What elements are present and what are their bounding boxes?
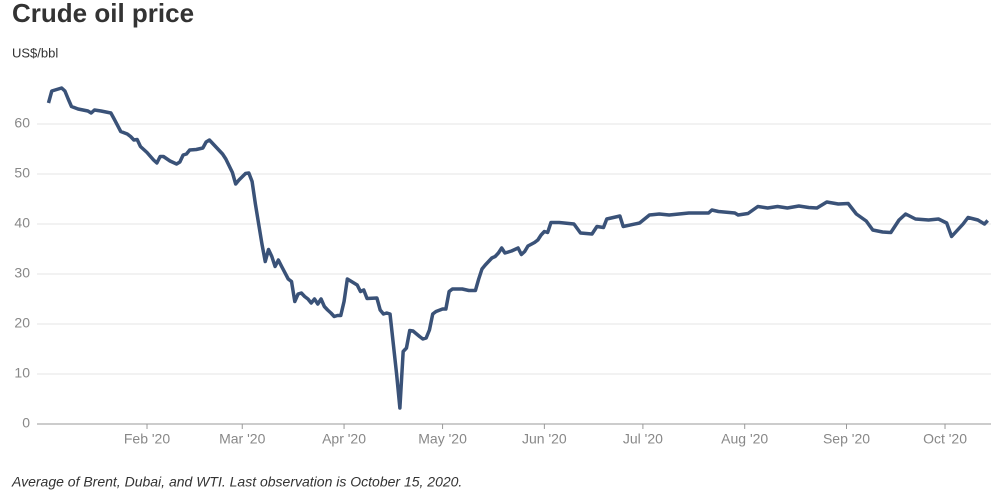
x-tick-label: Oct '20: [923, 431, 967, 447]
y-tick-label: 0: [22, 415, 30, 431]
y-axis-label: US$/bbl: [12, 45, 58, 60]
x-tick-label: May '20: [418, 431, 467, 447]
y-tick-label: 60: [14, 115, 30, 131]
y-tick-label: 50: [14, 165, 30, 181]
chart-title: Crude oil price: [12, 0, 194, 28]
x-tick-label: Aug '20: [721, 431, 768, 447]
x-tick-label: Feb '20: [124, 431, 170, 447]
x-tick-label: Jun '20: [522, 431, 567, 447]
y-tick-label: 40: [14, 215, 30, 231]
y-tick-label: 10: [14, 365, 30, 381]
x-tick-label: Jul '20: [623, 431, 663, 447]
data-line: [46, 86, 989, 410]
footnote: Average of Brent, Dubai, and WTI. Last o…: [11, 474, 462, 490]
y-tick-label: 20: [14, 315, 30, 331]
x-tick-label: Apr '20: [322, 431, 366, 447]
y-tick-label: 30: [14, 265, 30, 281]
x-tick-label: Mar '20: [219, 431, 265, 447]
x-tick-label: Sep '20: [823, 431, 870, 447]
